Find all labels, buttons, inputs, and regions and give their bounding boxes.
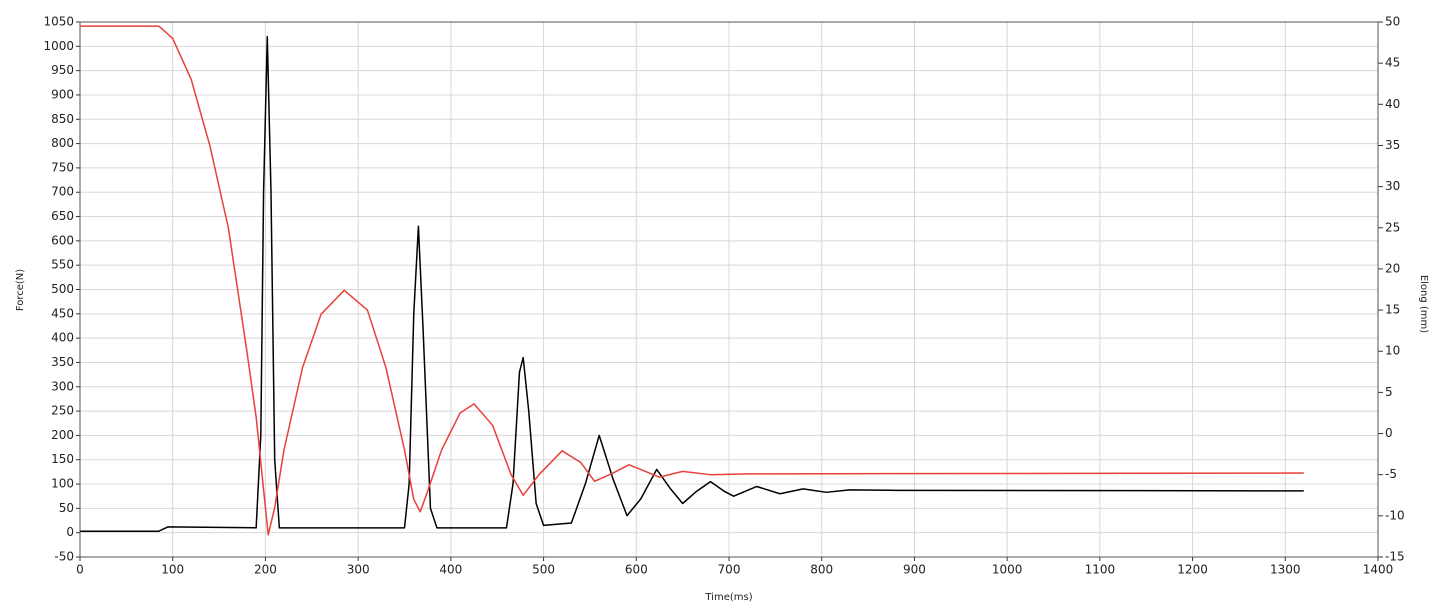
plot-frame	[79, 21, 1379, 558]
y-tick-label: 200	[51, 428, 74, 442]
x-tick-label: 100	[161, 563, 184, 577]
y-tick-label: 600	[51, 233, 74, 247]
y2-axis-title: Elong (mm)	[1418, 275, 1429, 333]
x-tick-label: 0	[76, 563, 84, 577]
y-tick-label: 950	[51, 63, 74, 77]
y-tick-label: 1000	[43, 39, 74, 53]
y-tick-label: 650	[51, 209, 74, 223]
y-tick-label: 100	[51, 477, 74, 491]
x-tick-label: 1000	[992, 563, 1023, 577]
y2-tick-label: -5	[1385, 467, 1397, 481]
y-tick-label: 0	[66, 525, 74, 539]
y2-tick-label: 35	[1385, 138, 1400, 152]
data-line	[80, 35, 1304, 532]
y2-tick-label: 20	[1385, 261, 1400, 275]
data-line	[80, 25, 1304, 536]
x-tick-label: 1400	[1363, 563, 1394, 577]
y2-tick-label: 10	[1385, 344, 1400, 358]
y-axis-title: Force(N)	[15, 269, 26, 311]
y-tick-label: 850	[51, 112, 74, 126]
y-tick-label: 900	[51, 87, 74, 101]
y-tick-label: 300	[51, 379, 74, 393]
y-tick-label: 250	[51, 404, 74, 418]
y-tick-label: 800	[51, 136, 74, 150]
y2-tick-label: 40	[1385, 97, 1400, 111]
x-tick-label: 900	[903, 563, 926, 577]
y-tick-label: 1050	[43, 15, 74, 29]
y-tick-label: 750	[51, 160, 74, 174]
y2-tick-label: 15	[1385, 303, 1400, 317]
y-tick-label: 500	[51, 282, 74, 296]
x-tick-label: 200	[254, 563, 277, 577]
x-tick-label: 400	[439, 563, 462, 577]
x-axis-title: Time(ms)	[704, 592, 752, 603]
y-tick-label: 700	[51, 185, 74, 199]
x-tick-label: 1100	[1085, 563, 1116, 577]
x-tick-label: 800	[810, 563, 833, 577]
x-tick-label: 1200	[1177, 563, 1208, 577]
y2-tick-label: -15	[1385, 550, 1405, 564]
y2-tick-label: 25	[1385, 220, 1400, 234]
y-tick-label: -50	[54, 550, 74, 564]
x-tick-label: 600	[625, 563, 648, 577]
x-tick-label: 300	[347, 563, 370, 577]
y-tick-label: 350	[51, 355, 74, 369]
y-tick-label: 150	[51, 452, 74, 466]
y2-tick-label: -10	[1385, 508, 1405, 522]
x-tick-label: 500	[532, 563, 555, 577]
y2-tick-label: 30	[1385, 179, 1400, 193]
y2-tick-label: 0	[1385, 426, 1393, 440]
y2-tick-label: 45	[1385, 56, 1400, 70]
y-tick-label: 450	[51, 306, 74, 320]
x-tick-label: 1300	[1270, 563, 1301, 577]
y2-tick-label: 50	[1385, 15, 1400, 29]
y2-tick-label: 5	[1385, 385, 1393, 399]
y-tick-label: 400	[51, 331, 74, 345]
x-tick-label: 700	[718, 563, 741, 577]
y-tick-label: 550	[51, 258, 74, 272]
y-tick-label: 50	[59, 501, 74, 515]
